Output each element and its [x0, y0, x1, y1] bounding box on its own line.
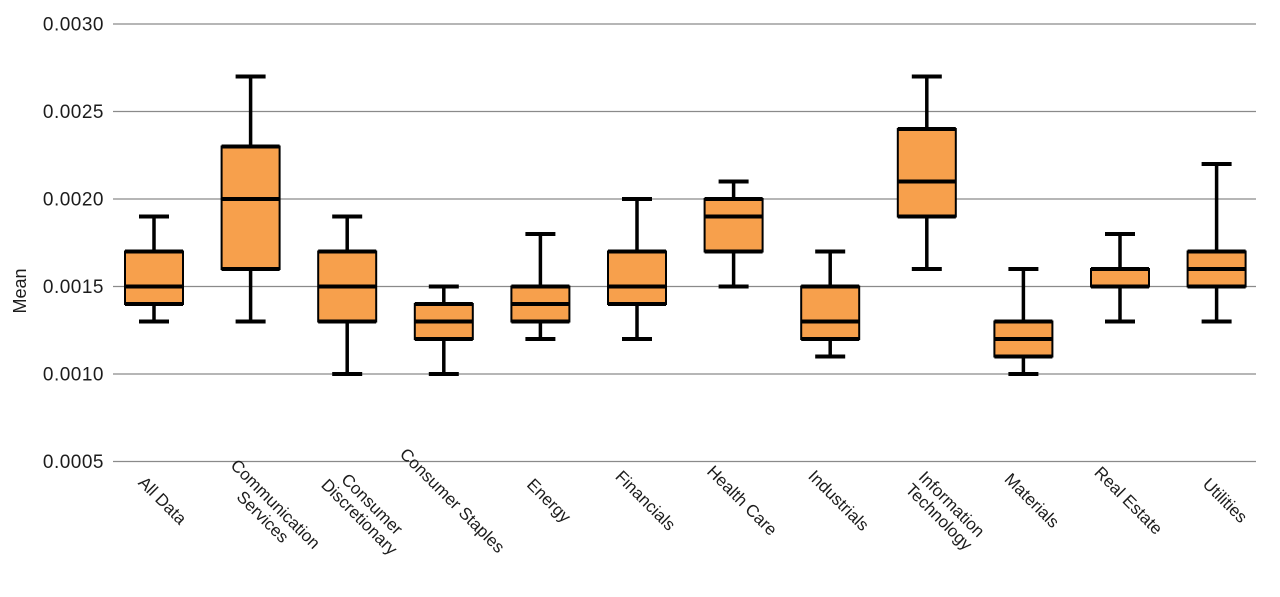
iqr-box [703, 198, 764, 253]
box-group [607, 197, 667, 341]
x-tick-label: Utilities [1199, 475, 1251, 527]
x-tick-label: CommunicationServices [214, 456, 324, 566]
y-tick-label: 0.0015 [43, 277, 104, 298]
y-tick-label: 0.0030 [43, 15, 104, 36]
box-group [800, 249, 861, 359]
box-group [124, 214, 184, 324]
iqr-box [896, 128, 957, 218]
x-tick-label: All Data [135, 473, 191, 529]
box-group [413, 284, 474, 376]
box-group [1186, 162, 1247, 324]
x-tick-label: Health Care [703, 462, 781, 540]
y-axis-title: Mean [10, 268, 30, 314]
box-group [510, 232, 571, 341]
x-tick-label: Industrials [804, 467, 872, 535]
x-tick-label: InformationTechnology [902, 467, 989, 554]
box-group [993, 267, 1054, 376]
box-group [317, 214, 378, 376]
iqr-box [1090, 268, 1150, 288]
x-tick-label: Real Estate [1091, 463, 1167, 539]
x-tick-label: ConsumerDiscretionary [317, 462, 414, 559]
box-group [220, 74, 281, 324]
iqr-box [607, 250, 667, 305]
x-tick-label: Materials [1001, 470, 1063, 532]
x-tick-label: Energy [523, 475, 575, 527]
x-tick-label: Financials [612, 467, 680, 535]
y-tick-label: 0.0025 [43, 102, 104, 123]
box-group [896, 74, 957, 271]
y-tick-label: 0.0010 [43, 365, 104, 386]
y-tick-label: 0.0020 [43, 190, 104, 211]
iqr-box [800, 285, 861, 340]
iqr-box [124, 250, 184, 305]
iqr-box [220, 145, 281, 270]
y-tick-label: 0.0005 [43, 452, 104, 473]
box-group [1090, 232, 1150, 324]
box-group [703, 179, 764, 289]
